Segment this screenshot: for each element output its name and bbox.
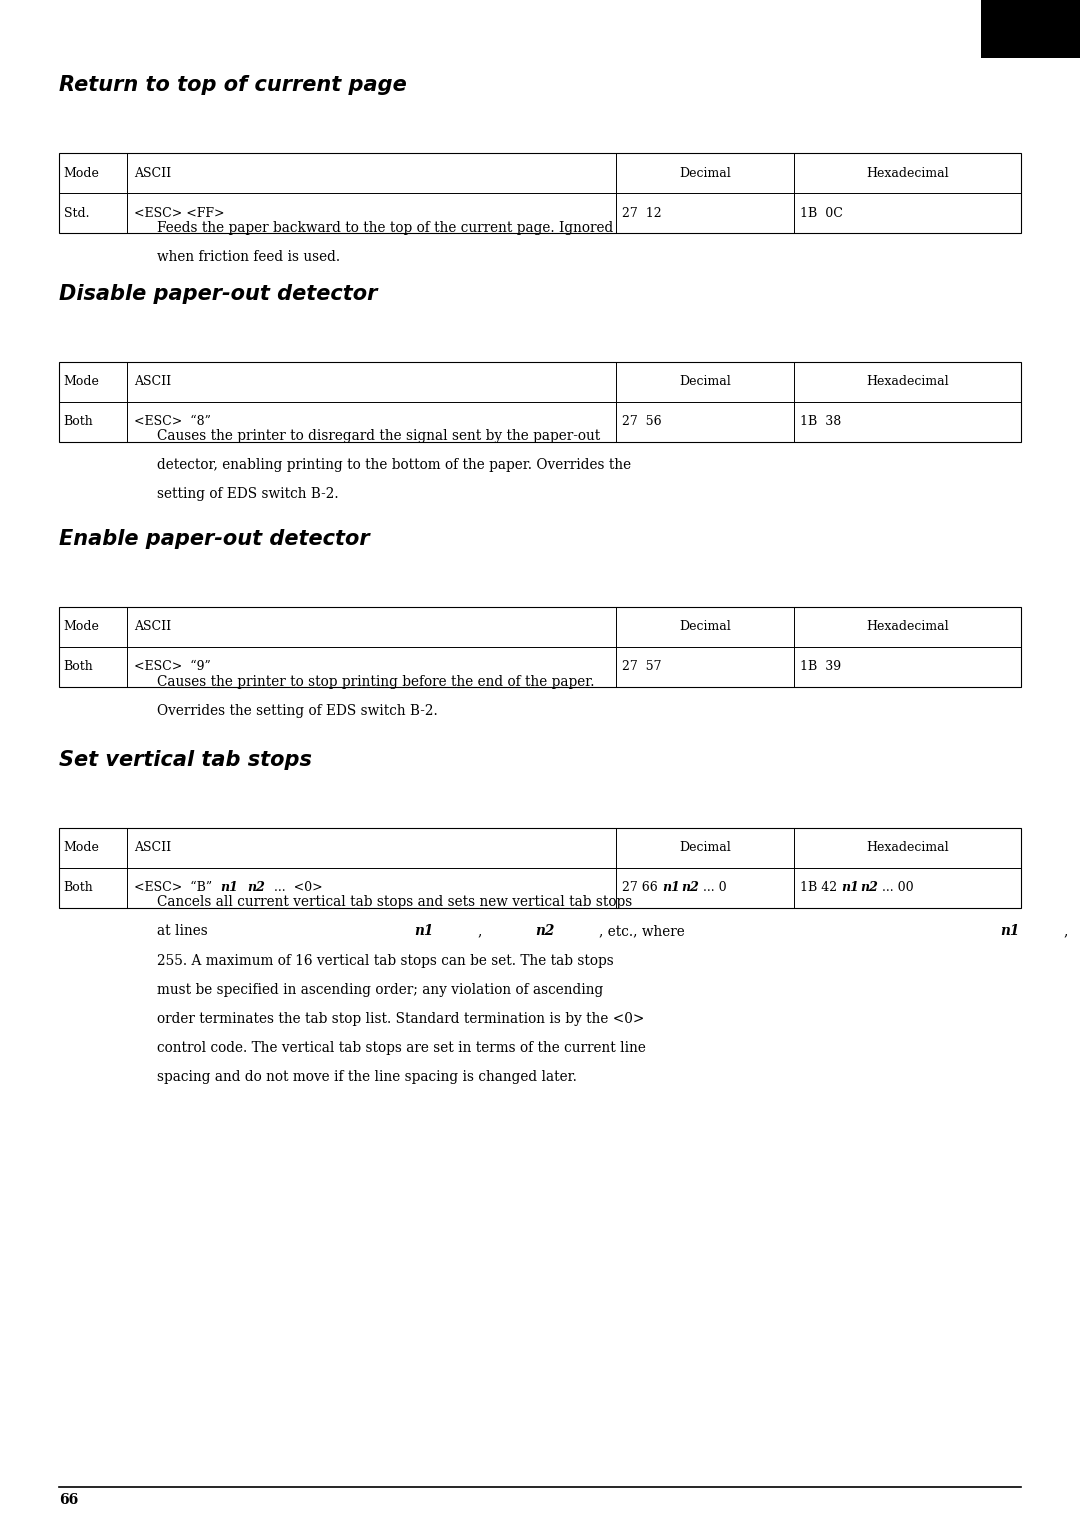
Text: Causes the printer to stop printing before the end of the paper.: Causes the printer to stop printing befo… (157, 675, 594, 688)
Text: 255. A maximum of 16 vertical tab stops can be set. The tab stops: 255. A maximum of 16 vertical tab stops … (157, 954, 613, 967)
Text: Mode: Mode (64, 621, 99, 633)
Text: at lines: at lines (157, 924, 212, 938)
Text: 27 66: 27 66 (622, 881, 662, 894)
Text: <ESC>  “9”: <ESC> “9” (134, 661, 211, 673)
Text: Causes the printer to disregard the signal sent by the paper-out: Causes the printer to disregard the sign… (157, 429, 599, 443)
Text: n1: n1 (1000, 924, 1020, 938)
Text: Set vertical tab stops: Set vertical tab stops (59, 750, 312, 770)
Text: ASCII: ASCII (134, 376, 171, 388)
Text: Mode: Mode (64, 376, 99, 388)
Bar (59, 828, 1021, 908)
Text: Cancels all current vertical tab stops and sets new vertical tab stops: Cancels all current vertical tab stops a… (157, 895, 632, 909)
Text: Both: Both (64, 415, 94, 428)
Text: ,: , (1064, 924, 1072, 938)
Text: control code. The vertical tab stops are set in terms of the current line: control code. The vertical tab stops are… (157, 1041, 646, 1055)
Text: 27  12: 27 12 (622, 207, 662, 219)
Text: Feeds the paper backward to the top of the current page. Ignored: Feeds the paper backward to the top of t… (157, 221, 612, 235)
Text: n1: n1 (662, 881, 680, 894)
Text: Hexadecimal: Hexadecimal (866, 842, 948, 854)
Text: Decimal: Decimal (679, 842, 730, 854)
Text: Std.: Std. (64, 207, 90, 219)
Text: n1: n1 (841, 881, 860, 894)
Text: 1B  39: 1B 39 (800, 661, 841, 673)
Bar (59, 607, 1021, 687)
Text: 1B  38: 1B 38 (800, 415, 841, 428)
Text: 27  56: 27 56 (622, 415, 662, 428)
Text: ... 00: ... 00 (878, 881, 914, 894)
Text: <ESC>  “8”: <ESC> “8” (134, 415, 211, 428)
Text: <ESC>  “B”: <ESC> “B” (134, 881, 220, 894)
Text: ASCII: ASCII (134, 842, 171, 854)
Text: n2: n2 (681, 881, 700, 894)
Text: 1B  0C: 1B 0C (800, 207, 843, 219)
Text: Both: Both (64, 881, 94, 894)
Text: n2: n2 (861, 881, 879, 894)
Text: Disable paper-out detector: Disable paper-out detector (59, 284, 378, 304)
Text: spacing and do not move if the line spacing is changed later.: spacing and do not move if the line spac… (157, 1070, 577, 1084)
Text: ,: , (478, 924, 487, 938)
Text: ASCII: ASCII (134, 621, 171, 633)
Text: setting of EDS switch B-2.: setting of EDS switch B-2. (157, 487, 338, 501)
Text: Return to top of current page: Return to top of current page (59, 75, 407, 95)
Text: n2: n2 (247, 881, 266, 894)
Text: Hexadecimal: Hexadecimal (866, 167, 948, 179)
Text: 27  57: 27 57 (622, 661, 662, 673)
Text: Mode: Mode (64, 842, 99, 854)
Text: n1: n1 (220, 881, 239, 894)
Text: 66: 66 (59, 1493, 79, 1507)
Text: 1B 42: 1B 42 (800, 881, 841, 894)
Text: when friction feed is used.: when friction feed is used. (157, 250, 340, 264)
Text: Both: Both (64, 661, 94, 673)
Text: , etc., where: , etc., where (599, 924, 689, 938)
Text: n2: n2 (536, 924, 555, 938)
Text: detector, enabling printing to the bottom of the paper. Overrides the: detector, enabling printing to the botto… (157, 458, 631, 472)
Text: ASCII: ASCII (134, 167, 171, 179)
Text: must be specified in ascending order; any violation of ascending: must be specified in ascending order; an… (157, 983, 603, 996)
Text: <ESC> <FF>: <ESC> <FF> (134, 207, 225, 219)
Text: Hexadecimal: Hexadecimal (866, 621, 948, 633)
Text: ...  <0>: ... <0> (266, 881, 322, 894)
Text: Hexadecimal: Hexadecimal (866, 376, 948, 388)
Text: Decimal: Decimal (679, 167, 730, 179)
Text: Decimal: Decimal (679, 621, 730, 633)
Text: order terminates the tab stop list. Standard termination is by the <0>: order terminates the tab stop list. Stan… (157, 1012, 644, 1026)
Bar (59, 362, 1021, 442)
Bar (59, 153, 1021, 233)
Text: n1: n1 (414, 924, 433, 938)
Text: Enable paper-out detector: Enable paper-out detector (59, 529, 370, 549)
Text: Mode: Mode (64, 167, 99, 179)
Text: Overrides the setting of EDS switch B-2.: Overrides the setting of EDS switch B-2. (157, 704, 437, 717)
Text: ... 0: ... 0 (699, 881, 727, 894)
Bar (981, 0, 1080, 58)
Text: Decimal: Decimal (679, 376, 730, 388)
